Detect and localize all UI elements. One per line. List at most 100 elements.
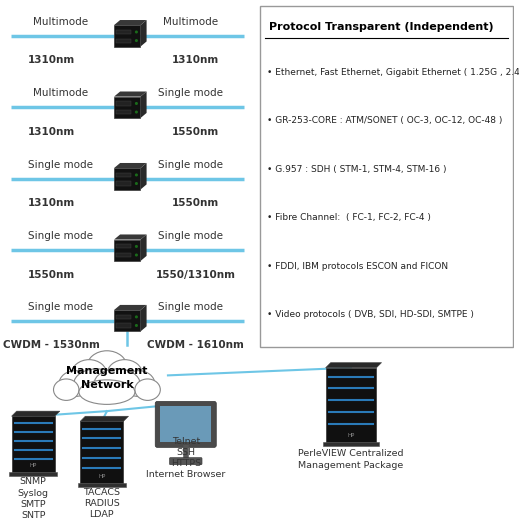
Text: PerleVIEW Centralized: PerleVIEW Centralized bbox=[298, 450, 404, 458]
Polygon shape bbox=[114, 234, 146, 240]
FancyBboxPatch shape bbox=[325, 368, 376, 442]
Polygon shape bbox=[114, 92, 146, 96]
Text: SSH: SSH bbox=[176, 448, 195, 457]
Text: HP: HP bbox=[30, 463, 37, 468]
Ellipse shape bbox=[74, 369, 119, 398]
Text: • FDDI, IBM protocols ESCON and FICON: • FDDI, IBM protocols ESCON and FICON bbox=[267, 262, 448, 271]
FancyBboxPatch shape bbox=[114, 96, 141, 118]
FancyBboxPatch shape bbox=[80, 421, 124, 482]
Text: SNMP: SNMP bbox=[20, 477, 47, 487]
Polygon shape bbox=[141, 92, 146, 118]
Polygon shape bbox=[141, 305, 146, 331]
Text: Internet Browser: Internet Browser bbox=[146, 470, 225, 479]
Text: Telnet: Telnet bbox=[172, 437, 200, 445]
Text: Single mode: Single mode bbox=[158, 159, 223, 170]
FancyBboxPatch shape bbox=[160, 405, 211, 442]
Text: RADIUS: RADIUS bbox=[84, 499, 120, 508]
Ellipse shape bbox=[79, 380, 135, 404]
Text: 1550nm: 1550nm bbox=[172, 127, 220, 137]
Text: TACACS: TACACS bbox=[84, 488, 120, 497]
Text: 1550/1310nm: 1550/1310nm bbox=[156, 270, 236, 280]
Text: 1310nm: 1310nm bbox=[28, 55, 75, 65]
FancyBboxPatch shape bbox=[116, 173, 131, 177]
FancyBboxPatch shape bbox=[114, 310, 141, 331]
Ellipse shape bbox=[135, 379, 160, 401]
Polygon shape bbox=[325, 363, 381, 368]
Text: Multimode: Multimode bbox=[163, 17, 218, 27]
FancyBboxPatch shape bbox=[116, 30, 131, 34]
Ellipse shape bbox=[107, 359, 143, 389]
Text: CWDM - 1530nm: CWDM - 1530nm bbox=[3, 340, 100, 350]
FancyBboxPatch shape bbox=[78, 482, 126, 487]
Text: Single mode: Single mode bbox=[28, 302, 92, 312]
Polygon shape bbox=[114, 163, 146, 168]
Ellipse shape bbox=[122, 370, 155, 396]
Text: LDAP: LDAP bbox=[89, 510, 114, 519]
FancyBboxPatch shape bbox=[114, 168, 141, 190]
Text: • GR-253-CORE : ATM/SONET ( OC-3, OC-12, OC-48 ): • GR-253-CORE : ATM/SONET ( OC-3, OC-12,… bbox=[267, 116, 502, 126]
Polygon shape bbox=[114, 305, 146, 310]
Polygon shape bbox=[80, 416, 129, 421]
FancyBboxPatch shape bbox=[116, 253, 131, 257]
Polygon shape bbox=[141, 20, 146, 46]
FancyBboxPatch shape bbox=[116, 181, 131, 185]
Text: • Video protocols ( DVB, SDI, HD-SDI, SMTPE ): • Video protocols ( DVB, SDI, HD-SDI, SM… bbox=[267, 311, 474, 319]
Text: • G.957 : SDH ( STM-1, STM-4, STM-16 ): • G.957 : SDH ( STM-1, STM-4, STM-16 ) bbox=[267, 165, 447, 174]
Ellipse shape bbox=[53, 379, 79, 401]
Circle shape bbox=[135, 245, 138, 248]
Polygon shape bbox=[141, 234, 146, 261]
Text: Single mode: Single mode bbox=[28, 159, 92, 170]
Text: Multimode: Multimode bbox=[33, 17, 88, 27]
FancyBboxPatch shape bbox=[116, 110, 131, 114]
Text: 1550nm: 1550nm bbox=[28, 270, 75, 280]
Ellipse shape bbox=[71, 359, 107, 389]
Text: Syslog: Syslog bbox=[18, 489, 49, 498]
FancyBboxPatch shape bbox=[9, 473, 57, 477]
Polygon shape bbox=[114, 20, 146, 25]
Text: SMTP: SMTP bbox=[20, 500, 46, 509]
Polygon shape bbox=[11, 411, 60, 416]
FancyBboxPatch shape bbox=[116, 324, 131, 328]
Circle shape bbox=[135, 324, 138, 327]
FancyBboxPatch shape bbox=[116, 102, 131, 106]
FancyBboxPatch shape bbox=[323, 442, 379, 446]
Text: 1310nm: 1310nm bbox=[172, 55, 220, 65]
Text: Protocol Transparent (Independent): Protocol Transparent (Independent) bbox=[269, 21, 493, 32]
Circle shape bbox=[135, 110, 138, 114]
Circle shape bbox=[135, 102, 138, 105]
Text: Single mode: Single mode bbox=[28, 231, 92, 241]
Text: • Fibre Channel:  ( FC-1, FC-2, FC-4 ): • Fibre Channel: ( FC-1, FC-2, FC-4 ) bbox=[267, 214, 431, 222]
Ellipse shape bbox=[87, 351, 127, 384]
Circle shape bbox=[135, 315, 138, 318]
Text: CWDM - 1610nm: CWDM - 1610nm bbox=[147, 340, 244, 350]
Ellipse shape bbox=[94, 369, 140, 398]
Circle shape bbox=[135, 182, 138, 185]
FancyBboxPatch shape bbox=[114, 240, 141, 261]
Text: Management Package: Management Package bbox=[298, 461, 404, 469]
Polygon shape bbox=[141, 163, 146, 190]
FancyBboxPatch shape bbox=[116, 315, 131, 319]
Ellipse shape bbox=[59, 370, 92, 396]
Text: HP: HP bbox=[347, 432, 355, 438]
Text: HP: HP bbox=[98, 474, 105, 478]
Text: HTTPS: HTTPS bbox=[171, 459, 201, 468]
Text: Multimode: Multimode bbox=[33, 88, 88, 98]
Text: 1310nm: 1310nm bbox=[28, 198, 75, 208]
FancyBboxPatch shape bbox=[260, 6, 513, 348]
Circle shape bbox=[135, 30, 138, 33]
FancyBboxPatch shape bbox=[114, 25, 141, 46]
FancyBboxPatch shape bbox=[116, 39, 131, 43]
Circle shape bbox=[135, 254, 138, 256]
FancyBboxPatch shape bbox=[170, 457, 202, 465]
Text: 1310nm: 1310nm bbox=[28, 127, 75, 137]
Text: Single mode: Single mode bbox=[158, 302, 223, 312]
Text: 1550nm: 1550nm bbox=[172, 198, 220, 208]
Text: Management
Network: Management Network bbox=[66, 366, 147, 390]
FancyBboxPatch shape bbox=[155, 401, 216, 448]
Text: • Ethernet, Fast Ethernet, Gigabit Ethernet ( 1.25G , 2.4G ): • Ethernet, Fast Ethernet, Gigabit Ether… bbox=[267, 68, 519, 77]
Text: Single mode: Single mode bbox=[158, 231, 223, 241]
FancyBboxPatch shape bbox=[11, 416, 55, 473]
Circle shape bbox=[135, 173, 138, 177]
Circle shape bbox=[135, 39, 138, 42]
Text: Single mode: Single mode bbox=[158, 88, 223, 98]
